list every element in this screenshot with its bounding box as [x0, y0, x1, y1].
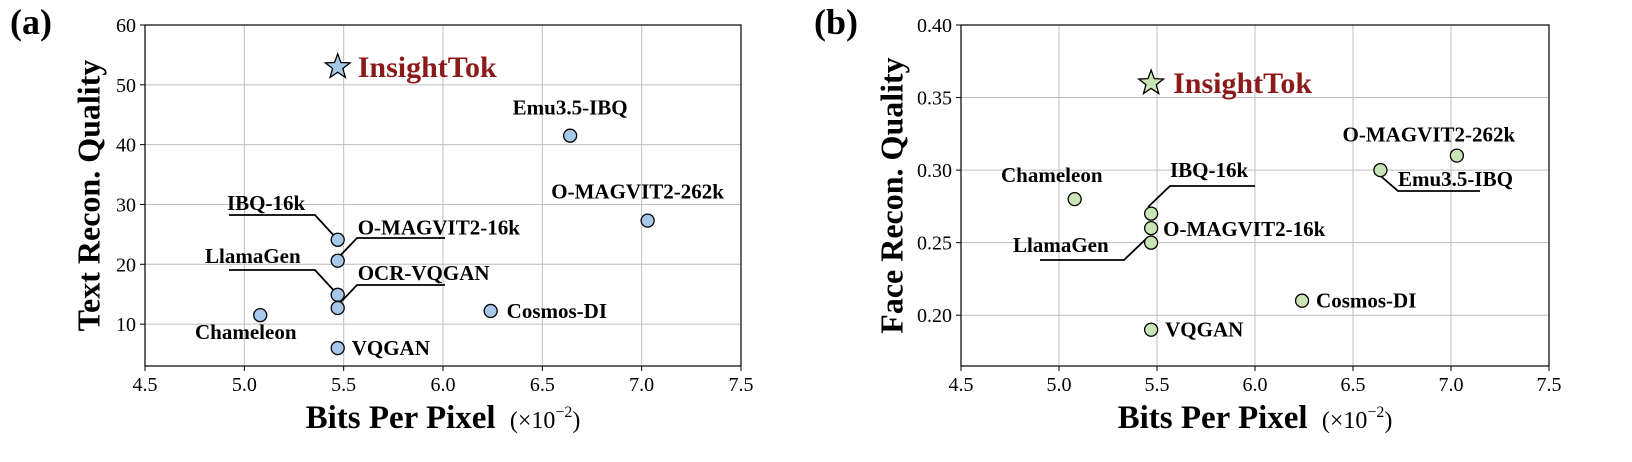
y-axis-title: Face Recon. Quality [873, 57, 909, 333]
point-label-o-magvit2-262k: O-MAGVIT2-262k [551, 180, 724, 204]
point-o-magvit2-16k [331, 254, 344, 267]
point-vqgan [1145, 323, 1158, 336]
point-label-chameleon: Chameleon [1001, 163, 1103, 187]
point-emu3-5-ibq [1374, 164, 1387, 177]
point-star-insighttok [1139, 70, 1164, 94]
point-label-ibq-16k: IBQ-16k [1170, 158, 1249, 182]
x-tick-label: 4.5 [949, 374, 974, 396]
y-tick-label: 0.40 [917, 15, 952, 37]
x-tick-label: 5.0 [1047, 374, 1072, 396]
point-o-magvit2-262k [641, 214, 654, 227]
point-label-ocr-vqgan: OCR-VQGAN [358, 261, 490, 285]
y-tick-label: 0.20 [917, 305, 952, 327]
point-label-o-magvit2-262k: O-MAGVIT2-262k [1343, 123, 1516, 147]
leader-line [229, 270, 337, 294]
x-tick-label: 5.5 [331, 374, 356, 396]
point-label-o-magvit2-16k: O-MAGVIT2-16k [1163, 217, 1325, 241]
y-tick-label: 40 [116, 135, 136, 157]
point-label-ibq-16k: IBQ-16k [227, 191, 306, 215]
x-tick-label: 6.5 [1341, 374, 1366, 396]
x-axis-title: Bits Per Pixel (×10−2) [306, 400, 581, 436]
x-axis-unit: (×10 [1322, 408, 1368, 434]
x-axis-unit-exponent: −2 [1367, 404, 1384, 421]
x-axis-unit-exponent: −2 [555, 404, 572, 421]
x-tick-label: 7.5 [1537, 374, 1562, 396]
point-chameleon [1068, 193, 1081, 206]
y-tick-label: 50 [116, 75, 136, 97]
chart-panel-b: 4.5 5.0 5.5 6.0 6.5 7.0 7.5 0.20 0.25 0.30 0.35 0.4… [814, 2, 1562, 436]
point-label-emu3-5-ibq: Emu3.5-IBQ [1398, 167, 1513, 191]
x-axis-unit: (×10 [510, 408, 556, 434]
point-label-chameleon: Chameleon [195, 320, 297, 344]
point-label-vqgan: VQGAN [1165, 318, 1243, 342]
point-ibq-16k [1145, 207, 1158, 220]
x-axis-title-text: Bits Per Pixel [306, 400, 504, 436]
y-tick-label: 10 [116, 314, 136, 336]
point-label-cosmos-di: Cosmos-DI [1316, 289, 1416, 313]
point-o-magvit2-16k [1145, 222, 1158, 235]
point-cosmos-di [484, 304, 497, 317]
point-emu3-5-ibq [564, 129, 577, 142]
panel-label: (b) [814, 2, 858, 42]
x-tick-label: 7.5 [729, 374, 754, 396]
x-tick-label: 5.0 [232, 374, 257, 396]
point-label-emu3-5-ibq: Emu3.5-IBQ [513, 96, 628, 120]
x-tick-label: 4.5 [133, 374, 158, 396]
x-axis-title-text: Bits Per Pixel [1118, 400, 1316, 436]
y-axis-title: Text Recon. Quality [70, 60, 106, 332]
y-tick-label: 0.35 [917, 88, 952, 110]
leader-line [1148, 186, 1255, 207]
point-star-insighttok [325, 54, 350, 78]
x-axis-title: Bits Per Pixel (×10−2) [1118, 400, 1393, 436]
x-tick-label: 7.0 [629, 374, 654, 396]
point-o-magvit2-262k [1450, 149, 1463, 162]
chart-panel-a: 4.5 5.0 5.5 6.0 6.5 7.0 7.5 10 20 30 40 50 60 (a) Text… [10, 2, 754, 436]
y-tick-label: 60 [116, 15, 136, 37]
x-tick-label: 6.5 [530, 374, 555, 396]
x-tick-label: 6.0 [431, 374, 456, 396]
point-llamagen [1145, 236, 1158, 249]
panel-label: (a) [10, 2, 52, 42]
point-label-llamagen: LlamaGen [1013, 233, 1109, 257]
x-tick-label: 7.0 [1439, 374, 1464, 396]
x-tick-label: 5.5 [1145, 374, 1170, 396]
point-ocr-vqgan [331, 301, 344, 314]
leader-line [337, 285, 445, 306]
point-ibq-16k [331, 233, 344, 246]
point-vqgan [331, 342, 344, 355]
leader-line [337, 238, 445, 259]
x-axis-unit-close: ) [572, 408, 580, 434]
x-axis-unit-close: ) [1384, 408, 1392, 434]
point-label-insighttok: InsightTok [358, 51, 497, 84]
point-label-insighttok: InsightTok [1173, 67, 1312, 100]
point-label-llamagen: LlamaGen [205, 244, 301, 268]
point-label-vqgan: VQGAN [352, 336, 430, 360]
y-tick-label: 0.25 [917, 233, 952, 255]
leader-line [229, 215, 337, 239]
point-label-cosmos-di: Cosmos-DI [507, 299, 607, 323]
x-tick-label: 6.0 [1243, 374, 1268, 396]
y-tick-label: 30 [116, 194, 136, 216]
y-tick-label: 20 [116, 254, 136, 276]
y-tick-label: 0.30 [917, 160, 952, 182]
point-cosmos-di [1296, 294, 1309, 307]
point-label-o-magvit2-16k: O-MAGVIT2-16k [358, 216, 520, 240]
point-llamagen [331, 288, 344, 301]
